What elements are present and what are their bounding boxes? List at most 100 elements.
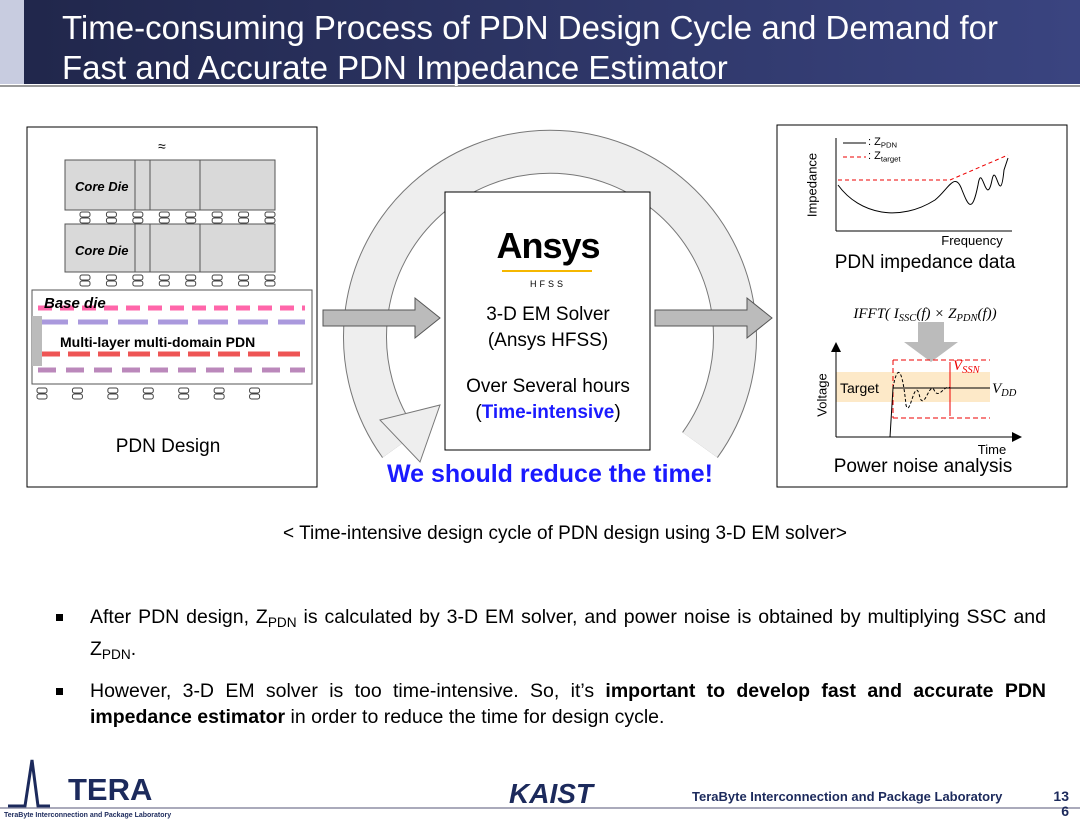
core-die-drawing <box>64 159 276 273</box>
bump <box>211 217 223 224</box>
panel-caption: Power noise analysis <box>833 456 1013 477</box>
axis-label: Frequency <box>941 233 1003 248</box>
bump <box>132 211 144 218</box>
bump <box>79 280 91 287</box>
bump <box>264 274 276 281</box>
footer-lab: TeraByte Interconnection and Package Lab… <box>692 789 1003 804</box>
bump <box>36 387 48 394</box>
bump <box>238 211 250 218</box>
bump <box>107 387 119 394</box>
bullet-text: However, 3-D EM solver is too time-inten… <box>90 680 1046 728</box>
bump <box>132 217 144 224</box>
bullet: However, 3-D EM solver is too time-inten… <box>56 678 1046 730</box>
bump <box>107 393 119 400</box>
text-run: target <box>880 154 901 164</box>
legend-entry: : ZPDN <box>868 136 897 149</box>
bump <box>36 393 48 400</box>
bump <box>79 217 91 224</box>
university-logo: KAIST <box>509 778 593 809</box>
pdn-label: Multi-layer multi-domain PDN <box>52 333 264 351</box>
text-run: SSC <box>898 313 917 325</box>
text-run: PDN <box>880 140 898 150</box>
panel-caption: PDN Design <box>115 436 221 457</box>
block-arrow <box>322 296 441 340</box>
text-run: IFFT( I <box>853 306 899 322</box>
solver-panel <box>444 191 651 451</box>
text-run: V <box>953 358 963 374</box>
text-run: important to develop fast and accurate P… <box>90 680 1046 729</box>
text-run: PDN <box>267 615 297 631</box>
bump <box>264 211 276 218</box>
bump <box>249 393 261 400</box>
page-number: 136 <box>1053 788 1069 819</box>
axis-label: Impedance <box>804 152 820 218</box>
bump <box>105 211 117 218</box>
noise-plot <box>831 342 1022 442</box>
bump <box>71 387 83 394</box>
bump <box>185 211 197 218</box>
bullet-text: After PDN design, ZPDN is calculated by … <box>90 606 1046 663</box>
bump <box>213 393 225 400</box>
bump <box>238 217 250 224</box>
ansys-logo: Ansys <box>496 225 600 266</box>
impedance-plot <box>835 138 1012 232</box>
core-die-label: Core Die <box>75 179 129 194</box>
bump <box>178 387 190 394</box>
logo-underline <box>502 270 592 272</box>
slide-title: Time-consuming Process of PDN Design Cyc… <box>62 9 998 86</box>
core-die-label: Core Die <box>75 243 129 258</box>
text-run: SSN <box>962 365 980 377</box>
vdd-label: VDD <box>992 381 1016 399</box>
bump <box>132 280 144 287</box>
down-arrow <box>904 322 958 362</box>
cycle-arrow-head <box>379 404 441 463</box>
bump <box>105 280 117 287</box>
text-run: V <box>992 381 1002 397</box>
bump <box>238 280 250 287</box>
bump <box>185 280 197 287</box>
bump <box>132 274 144 281</box>
base-die-label: Base die <box>44 295 106 312</box>
bump <box>105 274 117 281</box>
vssn-label: VSSN <box>953 358 980 376</box>
ansys-logo-sub: HFSS <box>529 279 567 289</box>
bump <box>158 280 170 287</box>
analysis-panel <box>776 124 1068 488</box>
solver-line: (Ansys HFSS) <box>487 330 609 351</box>
break-mark: ≈ <box>158 138 166 154</box>
axis-label: Time <box>977 442 1007 457</box>
text-run: . <box>130 638 137 661</box>
bump <box>158 217 170 224</box>
solver-line: 3-D EM Solver <box>486 304 610 325</box>
bump <box>185 217 197 224</box>
text-run: PDN <box>101 647 131 663</box>
target-label: Target <box>840 380 879 396</box>
bump <box>178 393 190 400</box>
bump <box>264 280 276 287</box>
bullet: After PDN design, ZPDN is calculated by … <box>56 604 1046 668</box>
bump <box>213 387 225 394</box>
text-run: (f)) <box>977 306 997 322</box>
footer-logo-mark <box>8 759 50 808</box>
title-bar <box>0 0 1080 84</box>
footer-logo-sub: TeraByte Interconnection and Package Lab… <box>4 812 172 819</box>
text-run: is calculated by 3-D EM solver, and powe… <box>90 606 1046 661</box>
text-run: After PDN design, Z <box>90 606 268 628</box>
bump <box>158 274 170 281</box>
bump <box>79 274 91 281</box>
bullet-list: After PDN design, ZPDN is calculated by … <box>56 604 1046 730</box>
panel-caption: PDN impedance data <box>834 252 1016 273</box>
text-run: PDN <box>956 313 978 325</box>
bump <box>105 217 117 224</box>
text-run: ( <box>475 402 482 423</box>
bump <box>211 211 223 218</box>
bump <box>249 387 261 394</box>
formula: IFFT( ISSC(f) × ZPDN(f)) <box>853 306 996 324</box>
bump <box>211 280 223 287</box>
text-run: ) <box>614 402 621 423</box>
legend-entry: : Ztarget <box>868 150 901 163</box>
text-run: DD <box>1001 388 1017 400</box>
text-run: (f) × Z <box>916 306 957 322</box>
